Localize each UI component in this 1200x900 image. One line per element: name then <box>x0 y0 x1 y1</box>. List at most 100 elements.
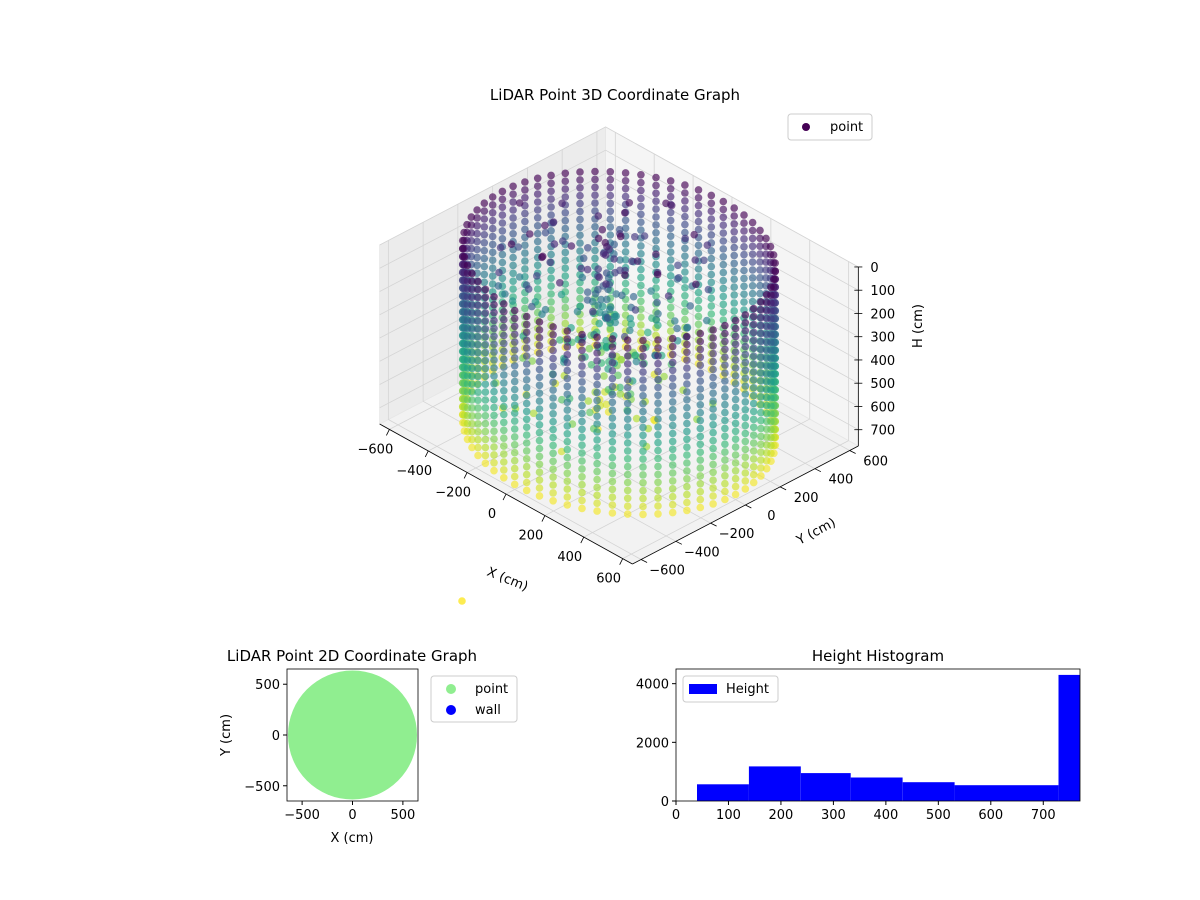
y-tick-label: 200 <box>794 491 819 506</box>
lidar-point <box>696 361 705 370</box>
lidar-point <box>709 397 717 405</box>
lidar-point <box>606 231 615 239</box>
grid-z-back <box>605 126 859 268</box>
lidar-point <box>468 333 476 341</box>
lidar-point <box>730 251 738 260</box>
lidar-point <box>522 391 531 400</box>
lidar-point <box>740 290 748 299</box>
lidar-point <box>623 439 632 447</box>
lidar-point <box>610 255 618 263</box>
lidar-point <box>522 431 531 439</box>
lidar-point <box>623 399 632 408</box>
lidar-point <box>490 411 498 420</box>
lidar-point <box>524 285 533 293</box>
lidar-point <box>563 335 572 343</box>
lidar-point <box>468 396 476 404</box>
lidar-point <box>741 445 750 454</box>
lidar-point <box>721 337 729 346</box>
lidar-point <box>535 460 544 469</box>
lidar-point <box>563 437 572 446</box>
lidar-point <box>639 494 647 503</box>
lidar-point <box>474 364 482 373</box>
lidar-point <box>707 215 716 223</box>
lidar-point <box>509 277 517 286</box>
lidar-point <box>593 475 601 484</box>
lidar-point <box>666 216 675 225</box>
lidar-point <box>616 383 624 392</box>
lidar-point <box>694 249 703 257</box>
histogram-bar <box>748 766 801 801</box>
lidar-point <box>654 375 662 384</box>
lidar-point <box>490 451 498 459</box>
lidar-point <box>603 342 611 351</box>
lidar-point <box>730 291 738 299</box>
lidar-point <box>694 320 703 329</box>
lidar-point <box>623 494 632 503</box>
lidar-point <box>719 237 728 245</box>
lidar-point <box>480 278 489 287</box>
lidar-point <box>608 446 617 454</box>
lidar-point <box>538 253 546 262</box>
lidar-point <box>576 247 584 255</box>
lidar-point <box>546 258 554 267</box>
y-tick <box>779 486 787 491</box>
lidar-point <box>549 354 557 363</box>
lidar-point <box>563 493 572 501</box>
z-tick-label: 600 <box>870 400 895 415</box>
lidar-point <box>696 369 705 378</box>
lidar-point <box>652 292 660 300</box>
lidar-point <box>696 432 705 441</box>
lidar-point <box>606 199 615 208</box>
lidar-point <box>740 258 748 267</box>
lidar-point <box>654 310 662 318</box>
lidar-point <box>668 358 677 367</box>
lidar-point <box>510 409 519 418</box>
lidar-point <box>593 412 601 421</box>
chart-3d-legend-box <box>787 113 873 141</box>
lidar-point <box>473 253 481 262</box>
lidar-point <box>514 243 522 251</box>
lidar-point <box>608 453 617 462</box>
lidar-point <box>731 364 740 372</box>
lidar-point <box>709 381 717 390</box>
lidar-point <box>474 293 482 302</box>
histogram-bar <box>800 773 851 801</box>
lidar-point <box>578 457 586 465</box>
lidar-point <box>637 250 645 258</box>
lidar-point <box>521 273 529 281</box>
x-axis-label: X (cm) <box>485 565 530 595</box>
lidar-point <box>500 434 508 443</box>
lidar-point <box>474 301 482 310</box>
lidar-point <box>621 224 630 232</box>
lidar-point <box>741 429 750 438</box>
lidar-point <box>606 215 615 223</box>
lidar-point <box>683 348 691 357</box>
y-tick-label: −400 <box>684 545 720 560</box>
lidar-point <box>639 368 647 376</box>
lidar-point <box>561 169 570 178</box>
lidar-point <box>762 393 771 402</box>
lidar-point <box>510 448 519 457</box>
lidar-point <box>578 386 586 394</box>
z-tick-label: 300 <box>870 331 895 346</box>
lidar-point <box>719 197 728 206</box>
lidar-point <box>731 427 740 436</box>
z-tick-label: 200 <box>870 307 895 322</box>
lidar-point <box>741 358 750 367</box>
lidar-point <box>480 231 489 239</box>
lidar-point <box>481 451 490 460</box>
lidar-point <box>549 473 557 481</box>
lidar-point <box>731 451 740 459</box>
lidar-point <box>498 195 507 204</box>
lidar-point <box>522 368 531 376</box>
lidar-point <box>521 304 529 313</box>
lidar-point <box>664 292 673 300</box>
lidar-point <box>625 199 634 207</box>
lidar-point <box>721 369 729 377</box>
lidar-point <box>578 425 586 434</box>
lidar-point <box>741 334 750 343</box>
lidar-point <box>563 453 572 462</box>
lidar-point <box>488 256 497 265</box>
lidar-point <box>667 201 676 210</box>
